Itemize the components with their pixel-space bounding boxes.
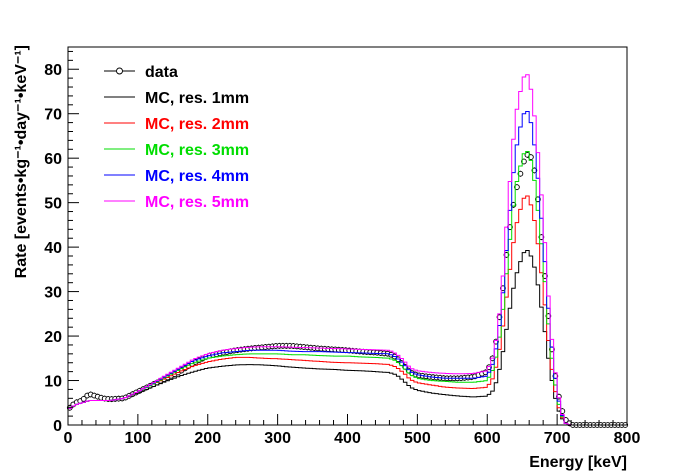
data-point (528, 154, 534, 160)
x-tick-label: 600 (474, 430, 501, 447)
series-2-line (68, 195, 627, 426)
y-tick-label: 0 (53, 418, 62, 435)
y-tick-label: 40 (44, 240, 62, 257)
legend-marker (116, 67, 123, 75)
data-point (535, 196, 541, 203)
data-point (503, 252, 510, 258)
y-tick-label: 60 (44, 151, 62, 168)
legend-label-1: MC, res. 1mm (145, 90, 249, 107)
x-tick-label: 0 (64, 430, 73, 447)
data-point (517, 170, 524, 177)
data-point (563, 417, 569, 423)
data-point (514, 184, 520, 190)
y-tick-label: 80 (44, 62, 62, 79)
x-tick-label: 200 (194, 430, 221, 447)
data-point (486, 364, 492, 371)
x-axis-label: Energy [keV] (529, 454, 627, 471)
y-tick-label: 30 (44, 285, 62, 302)
y-tick-label: 20 (44, 329, 62, 346)
data-point (531, 167, 538, 174)
x-tick-label: 500 (404, 430, 431, 447)
y-axis-label: Rate [events•kg⁻¹•day⁻¹•keV⁻¹] (13, 45, 30, 278)
legend: data MC, res. 1mm MC, res. 2mm MC, res. 3mm… (104, 64, 249, 211)
y-tick-label: 10 (44, 374, 62, 391)
data-point (521, 158, 527, 165)
x-tick-label: 300 (264, 430, 291, 447)
y-tick-label: 50 (44, 196, 62, 213)
axes: 0 100 200 300 400 500 600 700 800 0 10 20 30 40 50 60 70… (44, 47, 640, 447)
x-tick-label: 100 (125, 430, 152, 447)
legend-label-5: MC, res. 5mm (145, 194, 249, 211)
data-point (66, 404, 73, 411)
series-5-line (68, 74, 627, 426)
legend-label-3: MC, res. 3mm (145, 142, 249, 159)
x-tick-label: 400 (334, 430, 361, 447)
data-point (542, 273, 548, 279)
series-1-line (68, 249, 627, 426)
data-point (80, 396, 87, 402)
legend-label-2: MC, res. 2mm (145, 116, 249, 133)
series-layer (66, 74, 629, 428)
data-point (496, 314, 503, 321)
data-point (500, 285, 506, 292)
legend-label-4: MC, res. 4mm (145, 168, 249, 185)
x-tick-label: 800 (614, 430, 641, 447)
series-3-line (68, 151, 627, 426)
legend-label-0: data (145, 64, 178, 81)
y-tick-label: 70 (44, 107, 62, 124)
data-point (538, 234, 545, 240)
data-point (545, 313, 552, 319)
x-tick-label: 700 (544, 430, 571, 447)
